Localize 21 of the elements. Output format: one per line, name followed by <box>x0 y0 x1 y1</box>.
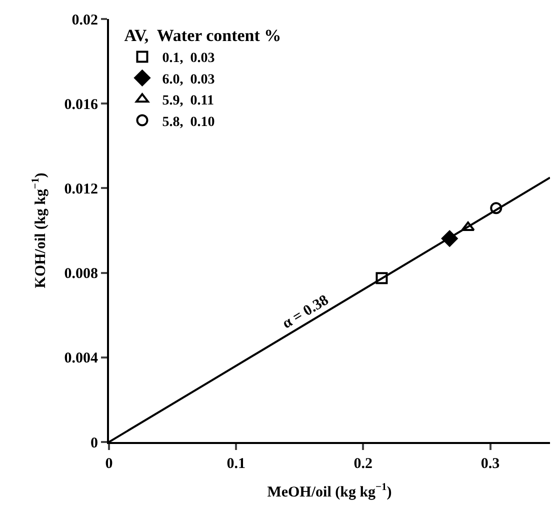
x-tick-label: 0 <box>105 456 113 472</box>
x-axis-title: MeOH/oil (kg kg$^{−1}$) <box>267 482 392 500</box>
y-tick-label: 0.016 <box>64 96 98 113</box>
x-tick-label: 0.3 <box>480 456 500 472</box>
point <box>376 272 388 284</box>
legend-label: 0.1, 0.03 <box>162 51 215 66</box>
y-tick-label: 0.008 <box>64 266 98 282</box>
point <box>461 222 475 232</box>
y-tick-label: 0 <box>90 435 98 452</box>
x-tick-label: 0.2 <box>354 456 373 472</box>
y-tick-label: 0.012 <box>64 181 98 198</box>
legend-title: AV, Water content % <box>124 26 282 46</box>
point <box>441 230 458 247</box>
x-tick-label: 0.1 <box>226 456 246 472</box>
y-tick-label: 0.02 <box>72 12 98 28</box>
legend-label: 5.8, 0.10 <box>162 114 215 130</box>
point <box>490 202 502 214</box>
y-tick-label: 0.004 <box>64 350 98 367</box>
legend-label: 6.0, 0.03 <box>162 72 215 88</box>
legend-label: 5.9, 0.11 <box>162 94 214 109</box>
annotation: α = 0.38 <box>280 292 332 332</box>
